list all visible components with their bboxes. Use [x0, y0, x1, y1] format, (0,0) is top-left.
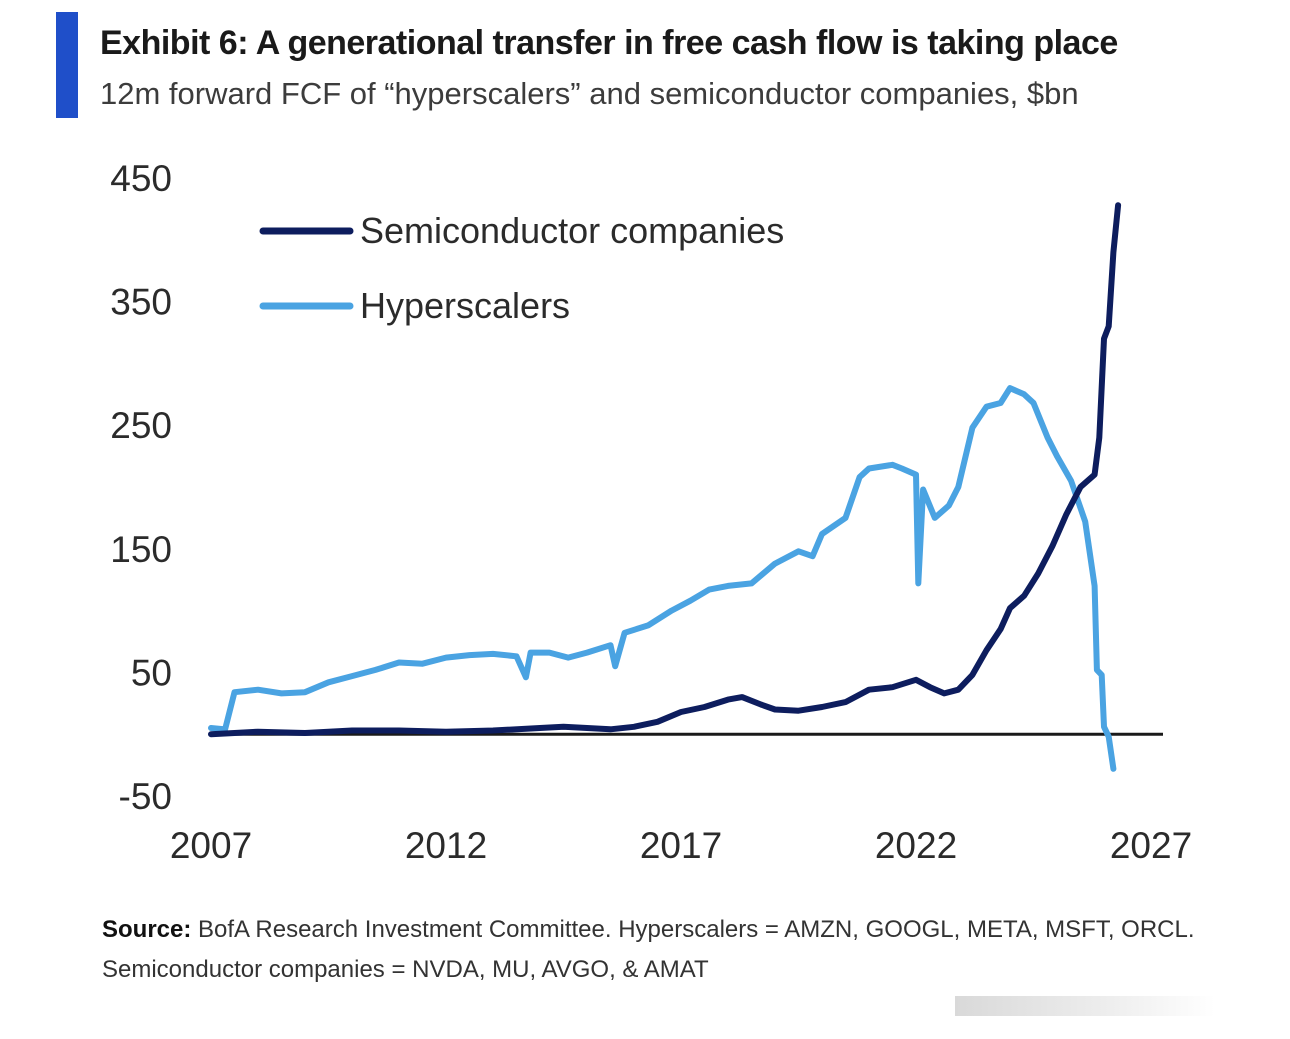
y-tick-label: 350 — [110, 282, 172, 323]
accent-bar — [56, 12, 78, 118]
x-axis-ticks: 2007 2012 2017 2022 2027 — [170, 825, 1192, 866]
y-tick-label: 50 — [131, 652, 172, 693]
legend-label-hyperscalers: Hyperscalers — [360, 285, 570, 326]
source-note: Source: BofA Research Investment Committ… — [102, 910, 1252, 990]
y-tick-label: -50 — [119, 776, 172, 817]
x-tick-label: 2017 — [640, 825, 722, 866]
series-line-semiconductor — [208, 202, 1122, 738]
x-tick-label: 2022 — [875, 825, 957, 866]
chart-title: Exhibit 6: A generational transfer in fr… — [100, 24, 1118, 62]
y-tick-label: 150 — [110, 529, 172, 570]
source-label: Source: — [102, 916, 192, 943]
y-tick-label: 250 — [110, 405, 172, 446]
legend: Semiconductor companies Hyperscalers — [259, 210, 784, 326]
source-line-2: Semiconductor companies = NVDA, MU, AVGO… — [102, 956, 709, 983]
series-line-hyperscalers — [208, 385, 1117, 772]
x-tick-label: 2027 — [1110, 825, 1192, 866]
line-chart: 450 350 250 150 50 -50 2007 2012 2017 2022 2027 S… — [110, 158, 1192, 866]
y-axis-ticks: 450 350 250 150 50 -50 — [110, 158, 172, 817]
y-tick-label: 450 — [110, 158, 172, 199]
chart-subtitle: 12m forward FCF of “hyperscalers” and se… — [100, 76, 1079, 111]
legend-label-semiconductor: Semiconductor companies — [360, 210, 784, 251]
series-lines — [208, 202, 1122, 772]
corner-smudge — [955, 996, 1215, 1016]
source-line-1: BofA Research Investment Committee. Hype… — [198, 916, 1195, 943]
x-tick-label: 2012 — [405, 825, 487, 866]
x-tick-label: 2007 — [170, 825, 252, 866]
